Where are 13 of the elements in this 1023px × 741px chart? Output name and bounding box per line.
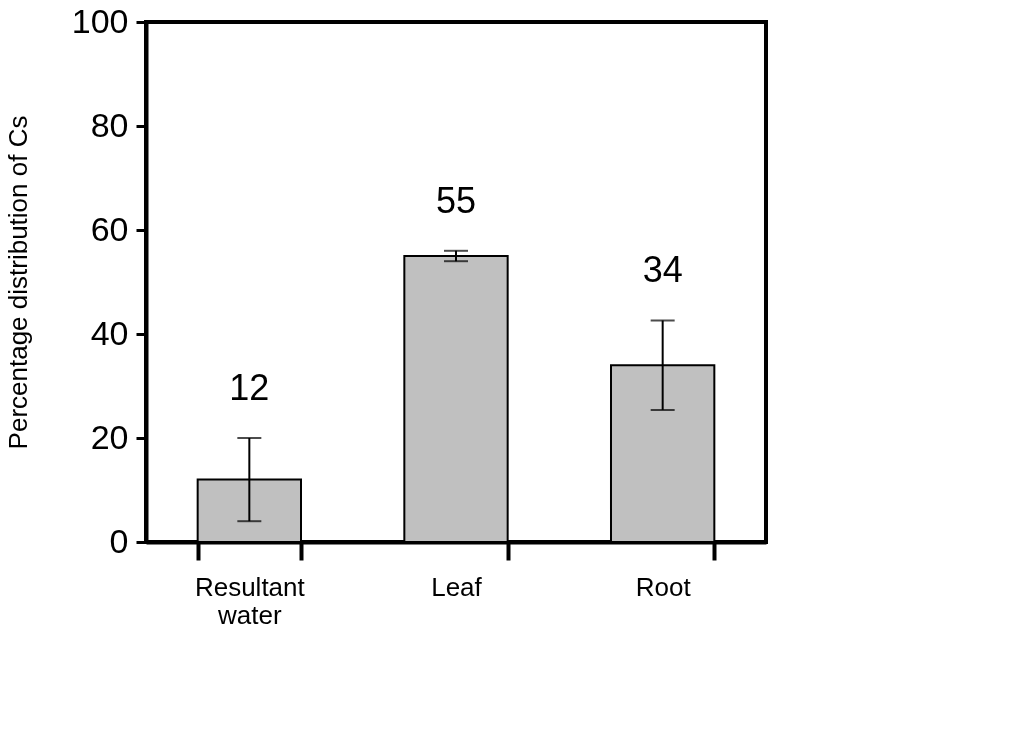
y-tick-label: 20 [90, 417, 129, 456]
x-tick-label: Resultant water [194, 571, 306, 630]
y-tick-label: 100 [71, 1, 129, 40]
y-tick-label: 80 [90, 105, 129, 144]
y-tick-label: 0 [109, 521, 129, 560]
y-axis-title: Percentage distribution of Cs [2, 115, 33, 450]
x-tick-label: Leaf [431, 571, 483, 602]
data-label: 55 [435, 179, 477, 221]
y-tick-label: 40 [90, 313, 129, 352]
data-label: 12 [229, 367, 270, 408]
data-label: 34 [642, 249, 683, 291]
x-tick-label: Root [635, 571, 692, 602]
y-tick-label: 60 [90, 209, 129, 248]
